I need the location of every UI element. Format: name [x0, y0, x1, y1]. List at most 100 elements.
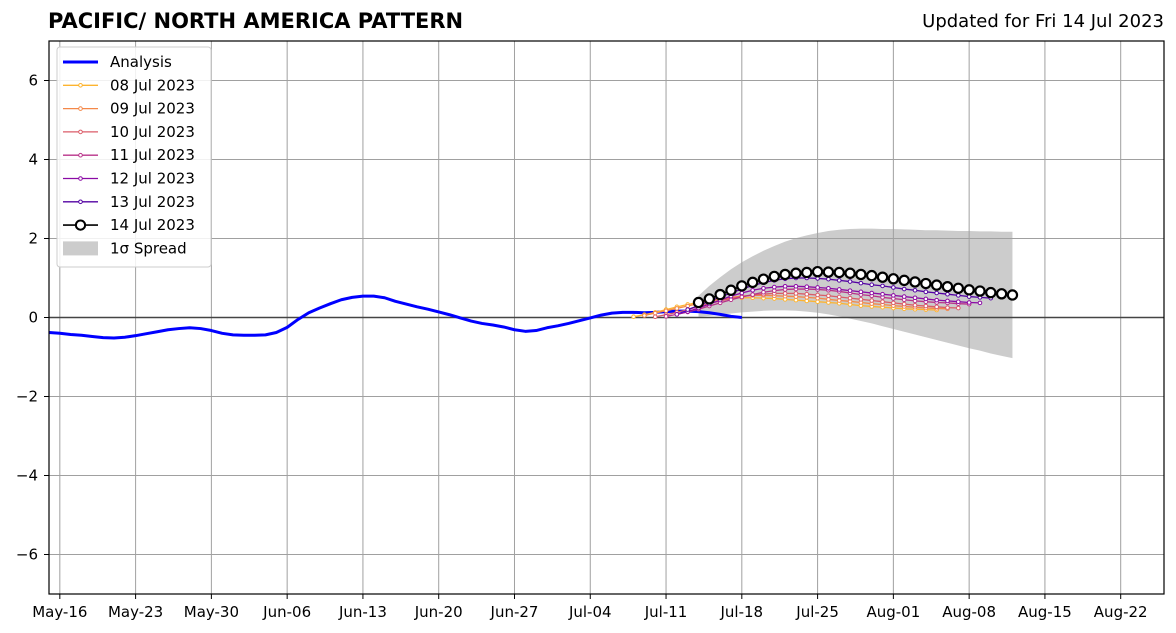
x-tick-label: Jul-25: [795, 603, 839, 621]
data-point: [815, 292, 820, 298]
data-point: [761, 285, 766, 291]
data-point: [866, 269, 878, 282]
data-point: [836, 287, 842, 292]
data-point: [725, 284, 737, 296]
y-tick-label: −4: [16, 467, 38, 485]
x-tick-label: May-16: [32, 603, 87, 621]
legend-entry: 13 Jul 2023: [63, 193, 195, 211]
data-point: [750, 292, 755, 297]
legend-label: 11 Jul 2023: [110, 146, 195, 164]
x-tick-label: Jul-11: [644, 603, 688, 621]
data-point: [963, 284, 975, 296]
legend-label: 10 Jul 2023: [110, 123, 195, 141]
data-point: [815, 285, 820, 290]
data-point: [750, 287, 755, 293]
data-point: [858, 280, 864, 286]
legend-marker: [78, 152, 83, 158]
data-point: [768, 270, 780, 283]
data-point: [930, 279, 943, 291]
data-point: [674, 312, 680, 317]
legend-marker: [78, 106, 83, 111]
data-point: [826, 285, 831, 291]
x-tick-label: Jun-13: [338, 603, 387, 621]
data-point: [974, 285, 986, 297]
data-point: [793, 291, 799, 296]
data-point: [847, 295, 853, 301]
data-point: [945, 305, 950, 310]
data-point: [703, 293, 716, 305]
data-point: [923, 289, 929, 295]
data-point: [822, 266, 835, 278]
data-point: [887, 273, 900, 285]
data-point: [891, 293, 896, 298]
data-point: [833, 266, 845, 279]
data-point: [736, 280, 748, 292]
data-point: [642, 313, 647, 318]
data-point: [782, 291, 788, 296]
data-point: [952, 282, 965, 294]
data-point: [941, 280, 954, 293]
data-point: [714, 288, 726, 301]
legend-entry: 10 Jul 2023: [63, 123, 195, 141]
legend-marker: [78, 129, 83, 135]
data-point: [977, 300, 983, 306]
data-point: [880, 291, 885, 297]
data-point: [891, 285, 896, 290]
data-point: [901, 294, 907, 299]
y-tick-label: −6: [16, 546, 38, 564]
data-point: [901, 286, 907, 292]
data-point: [912, 302, 918, 308]
data-point: [923, 296, 929, 302]
x-tick-label: Aug-15: [1018, 603, 1072, 621]
data-point: [956, 299, 961, 305]
legend-marker: [78, 199, 83, 205]
y-tick-label: −2: [16, 388, 38, 406]
data-point: [674, 306, 680, 311]
legend-label: 14 Jul 2023: [110, 216, 195, 234]
y-tick-label: 2: [28, 230, 38, 248]
data-point: [847, 288, 853, 293]
data-point: [826, 293, 831, 299]
x-tick-label: Aug-22: [1094, 603, 1148, 621]
legend-label: 1σ Spread: [110, 239, 187, 257]
data-point: [663, 314, 669, 319]
axes-layer: May-16 May-23 May-30 Jun-06 Jun-13 Jun-20 Jun-…: [16, 40, 1165, 621]
data-point: [956, 305, 961, 311]
data-point: [692, 296, 705, 309]
legend: Analysis 08 Jul 2023 09 Jul 2023 10 Jul 202…: [56, 46, 212, 268]
data-point: [934, 290, 939, 296]
grid-layer: [49, 41, 1164, 594]
legend-label: 13 Jul 2023: [110, 193, 195, 211]
legend-marker: [74, 219, 87, 231]
legend-entry: 08 Jul 2023: [63, 76, 195, 94]
series-14-jul-2023: [692, 265, 1019, 309]
data-point: [739, 290, 745, 296]
data-point: [858, 289, 864, 295]
data-point: [869, 282, 875, 288]
data-point: [757, 273, 770, 285]
data-point: [934, 297, 939, 303]
x-tick-label: Aug-01: [866, 603, 920, 621]
x-tick-label: Jun-20: [414, 603, 463, 621]
data-point: [880, 299, 885, 305]
legend-entry: 1σ Spread: [63, 239, 187, 257]
data-point: [901, 301, 907, 307]
x-tick-label: May-30: [184, 603, 239, 621]
data-point: [761, 289, 766, 295]
legend-label: 12 Jul 2023: [110, 170, 195, 188]
x-tick-label: Jul-18: [720, 603, 764, 621]
data-point: [891, 300, 896, 306]
data-point: [804, 284, 810, 289]
data-point: [909, 276, 921, 288]
data-point: [898, 274, 910, 287]
data-point: [836, 294, 842, 300]
x-tick-label: May-23: [108, 603, 163, 621]
data-point: [945, 298, 950, 304]
data-point: [934, 304, 939, 310]
y-tick-label: 6: [28, 72, 38, 90]
data-point: [779, 268, 791, 281]
data-point: [985, 286, 997, 299]
data-point: [631, 314, 636, 320]
data-point: [771, 284, 777, 290]
